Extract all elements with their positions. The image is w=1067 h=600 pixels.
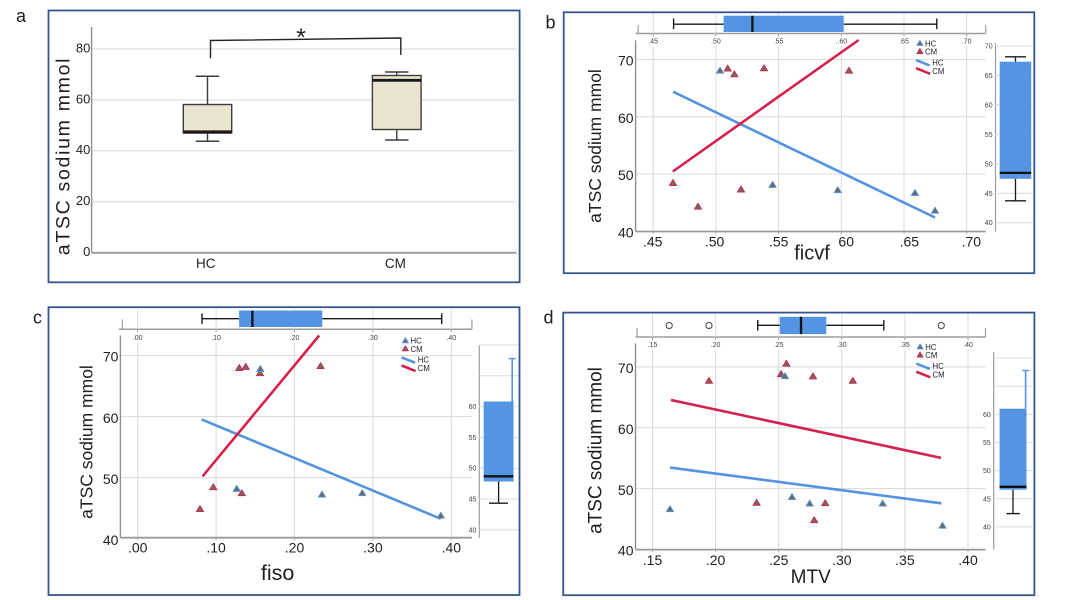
svg-text:.30: .30 [837,342,847,349]
svg-text:.15: .15 [643,552,663,568]
svg-text:.00: .00 [133,335,143,342]
svg-text:CM: CM [925,351,937,360]
svg-text:70: 70 [618,360,634,376]
svg-text:55: 55 [985,132,993,139]
svg-text:80: 80 [76,40,90,55]
svg-text:MTV: MTV [791,567,831,588]
svg-text:.20: .20 [290,335,300,342]
svg-text:HC: HC [925,343,937,352]
svg-text:0: 0 [83,244,90,259]
svg-text:HC: HC [411,337,423,346]
svg-text:.20: .20 [711,342,721,349]
svg-text:55: 55 [469,435,477,442]
svg-text:65: 65 [985,73,993,80]
svg-text:ficvf: ficvf [794,242,830,264]
svg-text:CM: CM [418,364,430,373]
svg-text:40: 40 [983,524,991,531]
svg-text:HC: HC [925,39,937,48]
svg-text:.25: .25 [769,552,789,568]
svg-text:.65: .65 [900,233,920,249]
svg-text:40: 40 [76,142,90,157]
svg-text:40: 40 [618,225,634,241]
svg-text:c: c [33,307,42,327]
svg-text:CM: CM [385,256,406,271]
svg-text:45: 45 [985,191,993,198]
svg-text:.45: .45 [648,39,658,46]
svg-text:45: 45 [469,497,477,504]
svg-text:.55: .55 [774,39,784,46]
svg-text:60: 60 [469,404,477,411]
svg-text:.30: .30 [832,552,852,568]
svg-text:50: 50 [985,161,993,168]
svg-text:60: 60 [618,421,634,437]
svg-text:55: 55 [983,440,991,447]
svg-text:.10: .10 [206,540,226,556]
svg-text:HC: HC [933,362,945,371]
svg-text:60: 60 [103,410,119,426]
svg-text:HC: HC [196,256,216,271]
svg-text:.50: .50 [711,39,721,46]
svg-text:40: 40 [103,532,119,548]
svg-text:.40: .40 [958,552,978,568]
svg-text:CM: CM [411,345,423,354]
svg-text:50: 50 [618,482,634,498]
svg-text:70: 70 [103,349,119,365]
svg-text:40: 40 [985,220,993,227]
svg-text:a: a [16,6,27,26]
svg-text:.15: .15 [648,342,658,349]
svg-text:.70: .70 [962,233,982,249]
svg-text:fiso: fiso [261,561,295,585]
svg-text:aTSC sodium mmol: aTSC sodium mmol [53,57,75,255]
svg-text:.20: .20 [285,540,305,556]
svg-text:50: 50 [618,167,634,183]
svg-text:45: 45 [983,496,991,503]
svg-text:40: 40 [618,543,634,559]
svg-text:50: 50 [983,468,991,475]
svg-text:60: 60 [985,102,993,109]
svg-text:40: 40 [469,527,477,534]
svg-text:*: * [296,24,306,52]
svg-text:.35: .35 [900,342,910,349]
svg-text:70: 70 [618,53,634,69]
svg-text:20: 20 [76,193,90,208]
svg-text:.20: .20 [706,552,726,568]
svg-text:HC: HC [932,58,944,67]
svg-text:60: 60 [838,233,854,249]
svg-text:.40: .40 [963,342,973,349]
svg-text:.30: .30 [368,335,378,342]
svg-text:50: 50 [103,471,119,487]
svg-text:..60: ..60 [835,39,847,46]
svg-text:HC: HC [418,356,430,365]
svg-text:.70: .70 [962,39,972,46]
svg-text:60: 60 [618,110,634,126]
svg-text:.25: .25 [774,342,784,349]
svg-text:aTSC sodium mmol: aTSC sodium mmol [77,365,97,519]
svg-text:70: 70 [985,44,993,51]
svg-text:.65: .65 [899,39,909,46]
svg-text:b: b [545,13,555,33]
svg-text:aTSC sodium mmol: aTSC sodium mmol [586,367,607,534]
svg-text:.55: .55 [769,233,789,249]
svg-text:.10: .10 [211,335,221,342]
svg-text:CM: CM [932,67,944,76]
svg-text:.50: .50 [705,233,725,249]
svg-text:CM: CM [925,48,937,57]
svg-text:d: d [543,307,553,327]
svg-text:.00: .00 [128,540,148,556]
svg-text:60: 60 [983,412,991,419]
svg-text:60: 60 [76,91,90,106]
svg-text:.35: .35 [895,552,915,568]
svg-text:50: 50 [469,466,477,473]
svg-text:aTSC sodium mmol: aTSC sodium mmol [585,69,605,223]
svg-text:.40: .40 [442,540,462,556]
svg-text:CM: CM [933,370,945,379]
svg-text:.45: .45 [643,233,663,249]
svg-text:.40: .40 [446,335,456,342]
svg-text:.30: .30 [363,540,383,556]
